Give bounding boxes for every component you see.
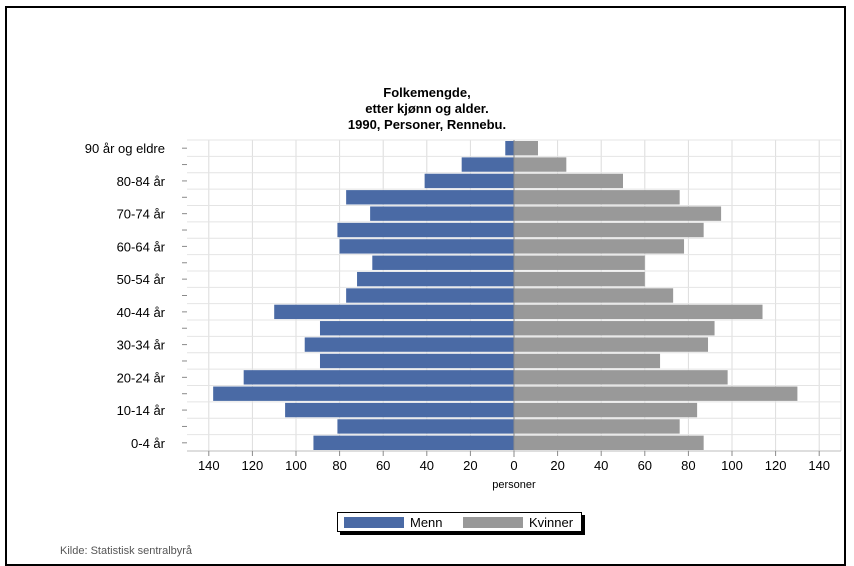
bar-menn-0	[505, 141, 514, 156]
legend-item-menn: Menn	[344, 514, 443, 530]
y-tick-label-12: 30-34 år	[117, 338, 166, 353]
bar-kvinner-9	[514, 288, 674, 303]
x-tick-label-5: 40	[420, 458, 434, 473]
x-tick-label-1: 120	[242, 458, 264, 473]
bar-menn-14	[243, 370, 514, 385]
bar-menn-15	[213, 386, 514, 401]
bar-kvinner-5	[514, 222, 704, 238]
x-tick-label-4: 60	[376, 458, 390, 473]
bar-kvinner-4	[514, 206, 722, 221]
y-tick-label-6: 60-64 år	[117, 239, 166, 254]
chart-title-line-2: etter kjønn og alder.	[365, 101, 489, 116]
axis-layer: 140 120 100 80 60 40 20 0 20 40 60 80 100 120 140 perso…	[85, 140, 841, 491]
bar-kvinner-3	[514, 190, 680, 205]
y-tick-label-18: 0-4 år	[131, 436, 166, 451]
bar-menn-2	[424, 173, 514, 189]
x-tick-label-14: 140	[808, 458, 830, 473]
bar-menn-11	[319, 321, 514, 336]
bar-kvinner-17	[514, 419, 680, 434]
legend: Menn Kvinner	[337, 512, 582, 532]
y-tick-label-16: 10-14 år	[117, 403, 166, 418]
chart-title: Folkemengde, etter kjønn og alder. 1990,…	[0, 85, 854, 133]
bar-kvinner-0	[514, 141, 538, 156]
legend-swatch-kvinner	[463, 516, 523, 528]
x-tick-label-6: 20	[463, 458, 477, 473]
bar-menn-6	[339, 239, 514, 254]
legend-swatch-menn	[344, 516, 404, 528]
x-tick-label-11: 80	[681, 458, 695, 473]
chart-title-line-1: Folkemengde,	[383, 85, 471, 100]
x-tick-label-13: 120	[765, 458, 787, 473]
bar-menn-1	[461, 157, 514, 172]
x-tick-label-12: 100	[721, 458, 743, 473]
bar-menn-18	[313, 435, 514, 450]
bar-menn-13	[319, 353, 514, 369]
bar-kvinner-18	[514, 435, 704, 450]
y-tick-label-8: 50-54 år	[117, 272, 166, 287]
y-tick-label-4: 70-74 år	[117, 207, 166, 222]
bar-kvinner-2	[514, 173, 623, 189]
bar-menn-3	[346, 190, 514, 205]
bar-kvinner-10	[514, 304, 763, 320]
x-tick-label-9: 40	[594, 458, 608, 473]
legend-label-menn: Menn	[410, 514, 443, 530]
x-tick-label-2: 100	[285, 458, 307, 473]
bar-menn-4	[370, 206, 514, 221]
x-tick-label-10: 60	[638, 458, 652, 473]
bar-kvinner-12	[514, 337, 709, 352]
y-tick-label-10: 40-44 år	[117, 305, 166, 320]
bar-menn-5	[337, 222, 514, 238]
y-tick-label-0: 90 år og eldre	[85, 141, 165, 156]
bar-menn-17	[337, 419, 514, 434]
bar-kvinner-6	[514, 239, 685, 254]
legend-item-kvinner: Kvinner	[463, 514, 574, 530]
bar-kvinner-16	[514, 402, 698, 418]
chart-title-line-3: 1990, Personer, Rennebu.	[347, 117, 507, 132]
bar-kvinner-13	[514, 353, 661, 369]
x-axis-label: personer	[492, 479, 536, 491]
bar-menn-9	[346, 288, 514, 303]
bar-kvinner-11	[514, 321, 715, 336]
bar-kvinner-7	[514, 255, 645, 270]
bars-layer	[213, 141, 798, 450]
population-pyramid-chart: 140 120 100 80 60 40 20 0 20 40 60 80 100 120 140 perso…	[85, 139, 842, 491]
source-note: Kilde: Statistisk sentralbyrå	[60, 545, 193, 557]
bar-kvinner-8	[514, 271, 645, 287]
bar-kvinner-1	[514, 157, 567, 172]
bar-menn-10	[274, 304, 514, 320]
y-tick-label-14: 20-24 år	[117, 370, 166, 385]
bar-menn-7	[372, 255, 514, 270]
bar-menn-8	[357, 271, 514, 287]
y-tick-label-2: 80-84 år	[117, 174, 166, 189]
x-tick-label-3: 80	[332, 458, 346, 473]
x-tick-label-8: 20	[550, 458, 564, 473]
x-tick-label-7: 0	[510, 458, 517, 473]
bar-kvinner-15	[514, 386, 798, 401]
x-tick-label-0: 140	[198, 458, 220, 473]
legend-label-kvinner: Kvinner	[529, 514, 574, 530]
bar-menn-16	[285, 402, 514, 418]
bar-menn-12	[304, 337, 514, 352]
bar-kvinner-14	[514, 370, 728, 385]
